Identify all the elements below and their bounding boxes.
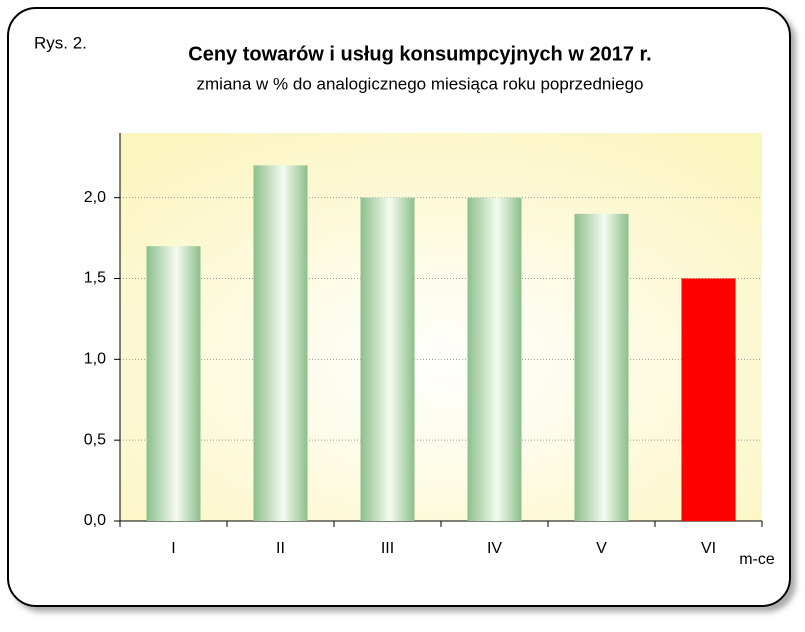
figure-label: Rys. 2. [34, 33, 87, 52]
y-tick-label: 0,0 [84, 512, 106, 529]
bar [681, 278, 736, 521]
x-axis-label: m-ce [739, 551, 775, 568]
bar [574, 213, 629, 522]
x-tick-label: III [381, 540, 394, 557]
bar [467, 197, 522, 521]
x-tick-label: I [171, 540, 175, 557]
y-tick-label: 2,0 [84, 189, 106, 206]
plot-area [120, 133, 762, 521]
bar [253, 165, 308, 522]
y-tick-label: 1,5 [84, 270, 106, 287]
x-tick-label: V [596, 540, 607, 557]
bar [360, 197, 415, 521]
x-tick-label: II [276, 540, 285, 557]
chart-title: Ceny towarów i usług konsumpcyjnych w 20… [188, 43, 651, 65]
x-tick-label: VI [701, 540, 716, 557]
chart-subtitle: zmiana w % do analogicznego miesiąca rok… [197, 74, 644, 93]
x-tick-label: IV [487, 540, 502, 557]
y-tick-label: 1,0 [84, 351, 106, 368]
y-tick-label: 0,5 [84, 431, 106, 448]
bar [146, 246, 201, 521]
